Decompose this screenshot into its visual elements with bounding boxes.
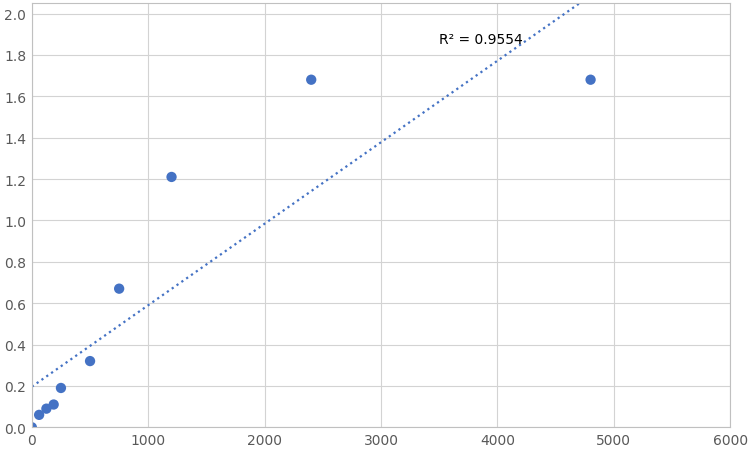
Point bbox=[305, 77, 317, 84]
Point bbox=[113, 285, 125, 293]
Point bbox=[165, 174, 177, 181]
Point bbox=[26, 424, 38, 431]
Point bbox=[47, 401, 59, 408]
Point bbox=[55, 385, 67, 392]
Point bbox=[584, 77, 596, 84]
Text: R² = 0.9554: R² = 0.9554 bbox=[439, 33, 523, 47]
Point bbox=[33, 411, 45, 419]
Point bbox=[84, 358, 96, 365]
Point bbox=[41, 405, 53, 412]
